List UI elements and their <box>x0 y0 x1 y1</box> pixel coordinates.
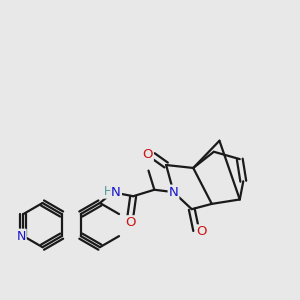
Text: O: O <box>142 148 153 160</box>
Text: N: N <box>111 186 121 199</box>
Text: N: N <box>169 186 178 199</box>
Text: H: H <box>103 185 112 198</box>
Text: N: N <box>16 230 26 243</box>
Text: O: O <box>125 216 136 229</box>
Text: O: O <box>196 225 207 239</box>
